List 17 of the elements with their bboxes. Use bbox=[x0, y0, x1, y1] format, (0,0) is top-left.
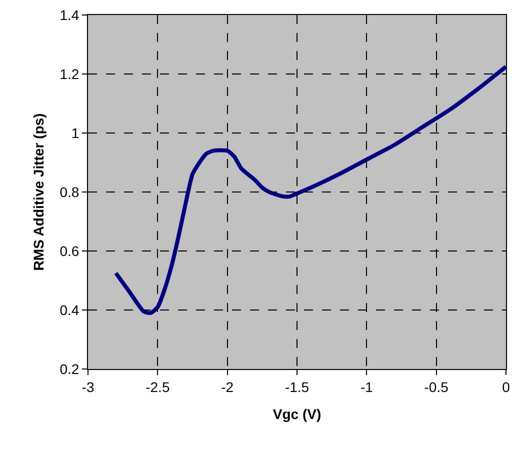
y-tick-label: 0.6 bbox=[60, 242, 80, 259]
x-tick-label: -1.5 bbox=[284, 378, 310, 395]
x-tick-label: 0 bbox=[502, 378, 510, 395]
y-tick-label: 0.8 bbox=[60, 184, 80, 200]
line-series bbox=[114, 64, 506, 315]
x-tick-label: -0.5 bbox=[424, 378, 449, 395]
x-axis-title: Vgc (V) bbox=[272, 406, 322, 422]
y-tick-label: 1.2 bbox=[60, 66, 80, 82]
x-tick-label: -2.5 bbox=[146, 378, 170, 395]
x-tick-label: -2 bbox=[221, 378, 234, 395]
x-tick-label: -3 bbox=[82, 378, 94, 395]
y-tick-label: 0.4 bbox=[60, 302, 80, 318]
y-axis-title: RMS Additive Jitter (ps) bbox=[30, 113, 46, 271]
y-tick-label: 0.2 bbox=[60, 360, 80, 377]
y-tick-label: 1.4 bbox=[60, 6, 80, 23]
x-tick-label: -1 bbox=[360, 378, 374, 395]
y-tick-label: 1 bbox=[71, 124, 80, 141]
